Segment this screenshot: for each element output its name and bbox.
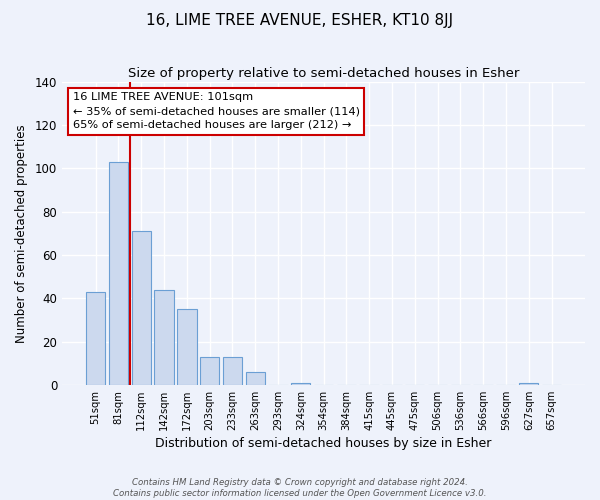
Bar	[200, 356, 219, 385]
Bar	[86, 292, 106, 385]
Y-axis label: Number of semi-detached properties: Number of semi-detached properties	[15, 124, 28, 342]
Bar	[131, 231, 151, 385]
Bar	[245, 372, 265, 385]
Bar	[109, 162, 128, 385]
X-axis label: Distribution of semi-detached houses by size in Esher: Distribution of semi-detached houses by …	[155, 437, 492, 450]
Text: 16, LIME TREE AVENUE, ESHER, KT10 8JJ: 16, LIME TREE AVENUE, ESHER, KT10 8JJ	[146, 12, 454, 28]
Bar	[154, 290, 174, 385]
Bar	[223, 356, 242, 385]
Bar	[519, 382, 538, 385]
Bar	[291, 382, 310, 385]
Text: Contains HM Land Registry data © Crown copyright and database right 2024.
Contai: Contains HM Land Registry data © Crown c…	[113, 478, 487, 498]
Title: Size of property relative to semi-detached houses in Esher: Size of property relative to semi-detach…	[128, 68, 519, 80]
Bar	[177, 309, 197, 385]
Text: 16 LIME TREE AVENUE: 101sqm
← 35% of semi-detached houses are smaller (114)
65% : 16 LIME TREE AVENUE: 101sqm ← 35% of sem…	[73, 92, 359, 130]
